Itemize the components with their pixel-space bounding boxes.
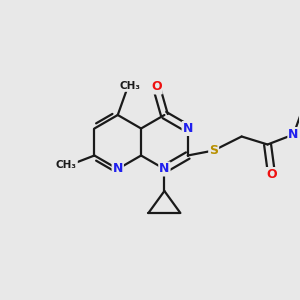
Text: O: O (151, 80, 162, 94)
Text: CH₃: CH₃ (56, 160, 77, 170)
Text: N: N (159, 163, 170, 176)
Text: N: N (183, 122, 193, 135)
Text: N: N (288, 128, 299, 141)
Text: N: N (112, 163, 123, 176)
Text: O: O (266, 168, 277, 181)
Text: S: S (209, 144, 218, 157)
Text: CH₃: CH₃ (119, 81, 140, 91)
